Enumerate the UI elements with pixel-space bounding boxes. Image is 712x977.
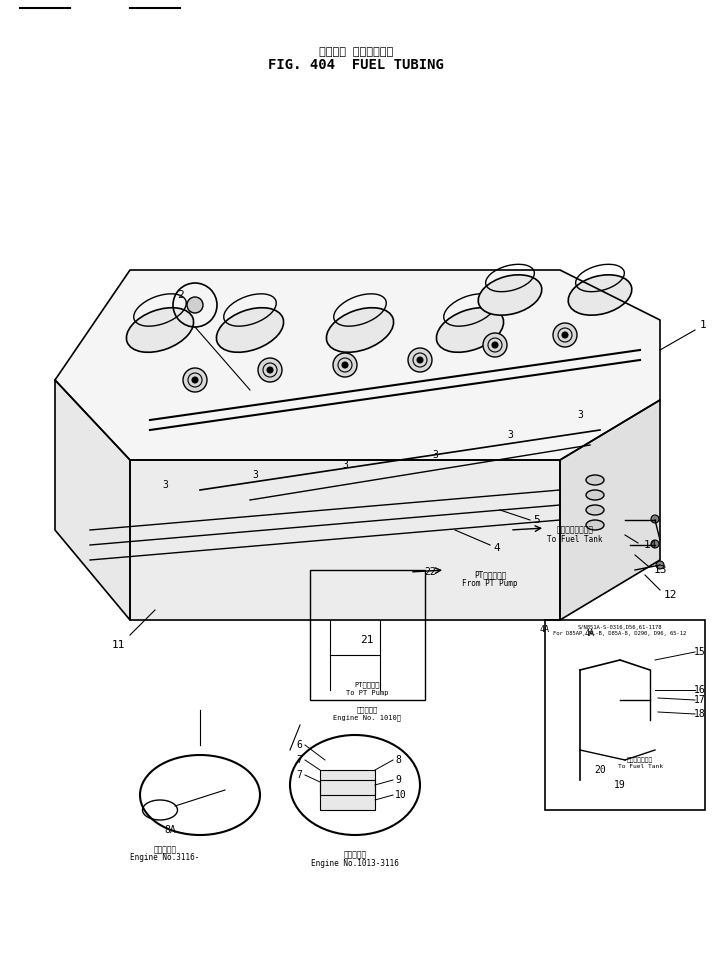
Polygon shape bbox=[55, 380, 130, 620]
Circle shape bbox=[483, 333, 507, 357]
Text: 21: 21 bbox=[360, 635, 374, 645]
Circle shape bbox=[651, 540, 659, 548]
Ellipse shape bbox=[586, 475, 604, 485]
Text: 6: 6 bbox=[296, 740, 302, 750]
Text: 7: 7 bbox=[296, 770, 302, 780]
Text: To Fuel Tank: To Fuel Tank bbox=[548, 534, 603, 543]
Text: 4A: 4A bbox=[585, 628, 595, 638]
Text: Engine No. 1010へ: Engine No. 1010へ bbox=[333, 715, 401, 721]
Ellipse shape bbox=[127, 308, 194, 353]
Ellipse shape bbox=[586, 520, 604, 530]
Ellipse shape bbox=[326, 308, 394, 353]
Text: To PT Pump: To PT Pump bbox=[346, 690, 388, 696]
Circle shape bbox=[656, 561, 664, 569]
Text: フュエルタンク: フュエルタンク bbox=[627, 757, 653, 763]
Polygon shape bbox=[55, 270, 660, 460]
Text: 4: 4 bbox=[493, 543, 501, 553]
Text: 発動機番号: 発動機番号 bbox=[357, 706, 377, 713]
Text: 11: 11 bbox=[111, 640, 125, 650]
Text: 2: 2 bbox=[177, 290, 184, 300]
Text: 8A: 8A bbox=[164, 825, 176, 835]
Circle shape bbox=[408, 348, 432, 372]
Text: 16: 16 bbox=[694, 685, 706, 695]
Circle shape bbox=[258, 358, 282, 382]
Text: 14: 14 bbox=[643, 540, 656, 550]
Ellipse shape bbox=[436, 308, 503, 353]
Bar bbox=[320, 780, 375, 795]
Text: 10: 10 bbox=[395, 790, 407, 800]
Circle shape bbox=[267, 367, 273, 373]
Text: Engine No.1013-3116: Engine No.1013-3116 bbox=[311, 859, 399, 868]
Text: 18: 18 bbox=[694, 709, 706, 719]
Text: 20: 20 bbox=[594, 765, 606, 775]
Circle shape bbox=[417, 357, 423, 363]
Text: 3: 3 bbox=[507, 430, 513, 440]
Polygon shape bbox=[130, 460, 560, 620]
Text: 3: 3 bbox=[342, 460, 348, 470]
Ellipse shape bbox=[586, 505, 604, 515]
Text: 9: 9 bbox=[395, 775, 401, 785]
Text: 1: 1 bbox=[700, 320, 707, 330]
Ellipse shape bbox=[478, 275, 542, 316]
Text: フュエルタンクへ: フュエルタンクへ bbox=[557, 526, 594, 534]
Text: PTポンプへ: PTポンプへ bbox=[355, 682, 379, 689]
Text: Engine No.3116-: Engine No.3116- bbox=[130, 854, 199, 863]
Text: S/N851A-S-0316,D56,61-1178: S/N851A-S-0316,D56,61-1178 bbox=[577, 624, 662, 629]
Text: 12: 12 bbox=[664, 590, 676, 600]
Circle shape bbox=[492, 342, 498, 348]
Circle shape bbox=[333, 353, 357, 377]
Circle shape bbox=[562, 332, 568, 338]
Ellipse shape bbox=[216, 308, 283, 353]
Text: 13: 13 bbox=[653, 565, 666, 575]
Text: 発動機番号: 発動機番号 bbox=[343, 851, 367, 860]
Text: 3: 3 bbox=[252, 470, 258, 480]
Text: PTポンプより: PTポンプより bbox=[473, 571, 506, 579]
Text: 3: 3 bbox=[162, 480, 168, 490]
Text: 5: 5 bbox=[533, 515, 540, 525]
Text: To Fuel Tank: To Fuel Tank bbox=[617, 764, 662, 770]
Bar bbox=[545, 620, 705, 810]
Circle shape bbox=[342, 362, 348, 368]
Text: フュエル チューピング: フュエル チューピング bbox=[319, 47, 393, 57]
Ellipse shape bbox=[568, 275, 632, 316]
Text: 3: 3 bbox=[432, 450, 438, 460]
Text: From PT Pump: From PT Pump bbox=[462, 579, 518, 588]
Bar bbox=[310, 570, 425, 700]
Text: 22: 22 bbox=[424, 567, 436, 577]
Text: 7: 7 bbox=[296, 755, 302, 765]
Text: For D85AP, ML-B, D85A-8, D290, D96, 65-12: For D85AP, ML-B, D85A-8, D290, D96, 65-1… bbox=[553, 631, 686, 636]
Circle shape bbox=[553, 323, 577, 347]
Text: 17: 17 bbox=[694, 695, 706, 705]
Text: FIG. 404  FUEL TUBING: FIG. 404 FUEL TUBING bbox=[268, 58, 444, 72]
Circle shape bbox=[192, 377, 198, 383]
Circle shape bbox=[651, 515, 659, 523]
Text: 発動機番号: 発動機番号 bbox=[154, 845, 177, 855]
Text: 4A: 4A bbox=[540, 625, 550, 634]
Text: 19: 19 bbox=[614, 780, 626, 790]
Text: 3: 3 bbox=[577, 410, 583, 420]
Ellipse shape bbox=[586, 490, 604, 500]
Text: 15: 15 bbox=[694, 647, 706, 657]
Text: 8: 8 bbox=[395, 755, 401, 765]
Circle shape bbox=[187, 297, 203, 313]
Circle shape bbox=[183, 368, 207, 392]
Polygon shape bbox=[560, 400, 660, 620]
Bar bbox=[320, 770, 375, 810]
